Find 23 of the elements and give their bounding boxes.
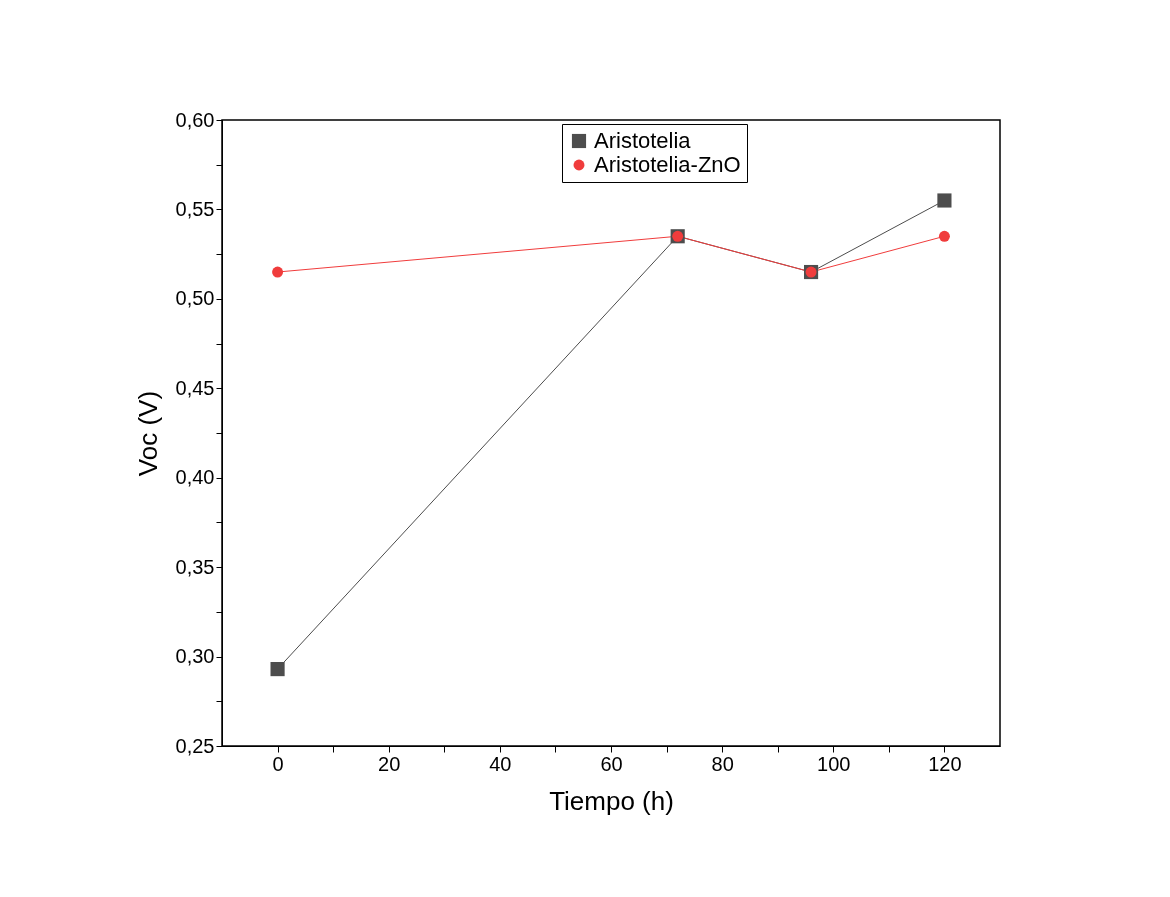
y-axis-title: Voc (V) <box>132 390 163 477</box>
point <box>270 662 285 677</box>
y-tick-label: 0,45 <box>175 376 215 399</box>
x-tick-label: 20 <box>378 752 401 775</box>
legend-label: Aristotelia <box>594 128 692 153</box>
y-tick-label: 0,25 <box>175 734 215 757</box>
y-tick-label: 0,55 <box>175 197 215 220</box>
y-tick-label: 0,35 <box>175 555 215 578</box>
x-tick-label: 120 <box>928 752 962 775</box>
y-tick-label: 0,60 <box>175 108 215 131</box>
y-tick-label: 0,40 <box>175 466 215 489</box>
x-tick-label: 100 <box>817 752 851 775</box>
legend-label: Aristotelia-ZnO <box>594 152 741 177</box>
point <box>938 230 950 242</box>
y-tick-label: 0,50 <box>175 287 215 310</box>
x-axis-title: Tiempo (h) <box>549 785 674 816</box>
x-tick-label: 40 <box>489 752 512 775</box>
point <box>937 193 952 208</box>
point <box>272 266 284 278</box>
x-tick-label: 80 <box>711 752 734 775</box>
x-tick-label: 0 <box>272 752 284 775</box>
x-tick-label: 60 <box>600 752 623 775</box>
y-tick-label: 0,30 <box>175 645 215 668</box>
